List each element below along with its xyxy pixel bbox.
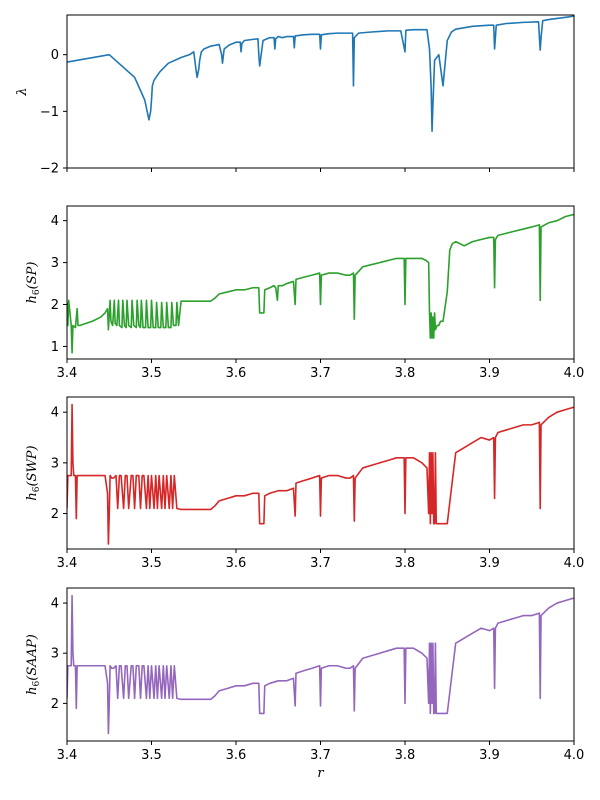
y-tick-label: −1: [40, 105, 59, 120]
axes-frame: [66, 396, 575, 550]
x-tick-label: 3.9: [479, 366, 500, 381]
x-tick-label: 3.4: [57, 748, 78, 763]
x-tick-label: 3.8: [395, 748, 416, 763]
x-tick-label: 3.6: [226, 366, 247, 381]
y-tick-label: 3: [51, 256, 59, 271]
series-line: [67, 213, 574, 354]
x-tick-label: 3.5: [141, 748, 162, 763]
y-tick-label: 3: [51, 647, 59, 662]
x-tick-label: 3.6: [226, 556, 247, 571]
x-tick-label: 3.4: [57, 556, 78, 571]
x-tick-label: 3.9: [479, 556, 500, 571]
y-axis-label: h6(SAAP): [25, 634, 42, 695]
series-line: [67, 594, 574, 735]
lyapunov-panel: −2 −1 0 λ: [15, 14, 575, 177]
axes-frame: [66, 587, 575, 742]
y-axis-label: λ: [15, 87, 30, 96]
x-tick-label: 3.8: [395, 366, 416, 381]
swp-panel: 3.4 3.5 3.6 3.7 3.8 3.9 4.0 2 3 4 h6(SWP): [25, 396, 585, 571]
x-tick-label: 3.7: [310, 748, 331, 763]
x-tick-label: 3.6: [226, 748, 247, 763]
x-tick-label: 4.0: [564, 366, 585, 381]
y-tick-label: 2: [51, 298, 59, 313]
y-tick-label: 4: [51, 597, 59, 612]
y-tick-label: 4: [51, 406, 59, 421]
series-line: [67, 15, 574, 132]
y-axis-label: h6(SWP): [25, 445, 42, 500]
x-tick-label: 4.0: [564, 556, 585, 571]
x-tick-label: 3.5: [141, 556, 162, 571]
x-tick-label: 3.7: [310, 556, 331, 571]
y-tick-label: −2: [40, 162, 59, 177]
y-tick-label: 2: [51, 507, 59, 522]
y-tick-label: 4: [51, 214, 59, 229]
x-tick-label: 3.7: [310, 366, 331, 381]
saap-panel: 3.4 3.5 3.6 3.7 3.8 3.9 4.0 2 3 4 h6(SAAP) r: [25, 587, 585, 781]
sp-panel: 3.4 3.5 3.6 3.7 3.8 3.9 4.0 1 2 3 4 h6(SP): [25, 205, 585, 381]
y-tick-label: 3: [51, 456, 59, 471]
y-tick-label: 1: [51, 340, 59, 355]
x-tick-label: 3.4: [57, 366, 78, 381]
series-line: [67, 403, 574, 545]
x-tick-label: 4.0: [564, 748, 585, 763]
x-tick-label: 3.5: [141, 366, 162, 381]
x-tick-label: 3.9: [479, 748, 500, 763]
y-tick-label: 0: [51, 48, 59, 63]
y-axis-label: h6(SP): [25, 262, 42, 304]
x-axis-label: r: [317, 766, 324, 781]
y-tick-label: 2: [51, 697, 59, 712]
x-tick-label: 3.8: [395, 556, 416, 571]
